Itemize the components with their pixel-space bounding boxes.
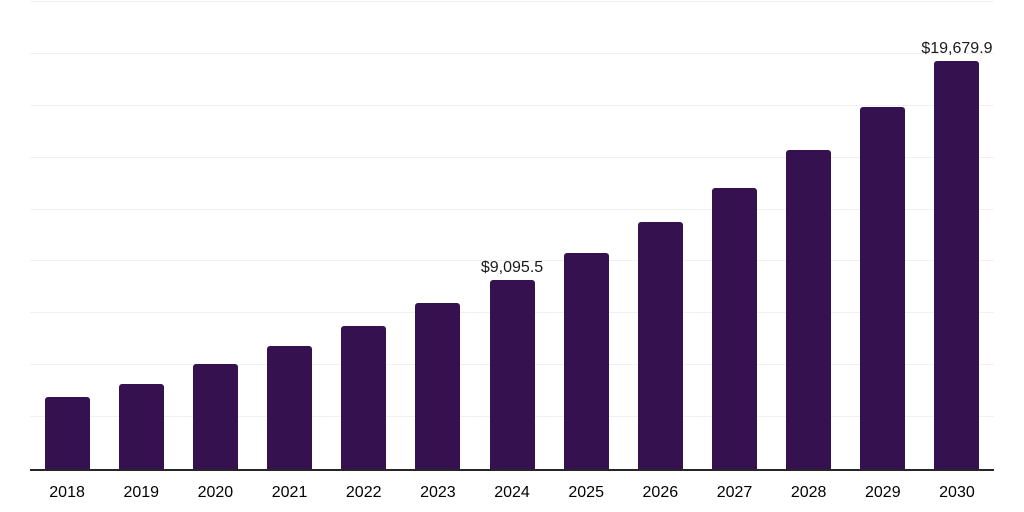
bar-2029[interactable]: [860, 106, 906, 469]
bar-slot: [846, 2, 920, 469]
bar-2025[interactable]: [563, 252, 609, 469]
x-tick-2024: 2024: [494, 484, 530, 501]
x-tick-2030: 2030: [939, 484, 975, 501]
bar-slot: $19,679.9: [920, 2, 994, 469]
x-tick-2028: 2028: [790, 484, 827, 501]
bar-slot: [104, 2, 178, 469]
gridline: [30, 1, 994, 2]
plot-area: $9,095.5 $19,679.9: [30, 1, 994, 471]
x-tick-2023: 2023: [420, 484, 456, 501]
bar-2030[interactable]: [934, 60, 980, 469]
x-tick-2022: 2022: [345, 484, 382, 501]
bar-slot: [178, 2, 252, 469]
x-tick-2021: 2021: [271, 484, 308, 501]
bar-2028[interactable]: [786, 149, 832, 469]
x-tick-2026: 2026: [642, 484, 679, 501]
bar-2020[interactable]: [192, 364, 238, 469]
gridline: [30, 156, 994, 158]
bar-slot: [697, 2, 771, 469]
x-tick-2018: 2018: [49, 484, 85, 501]
bar-2023[interactable]: [415, 303, 461, 469]
bar-2018[interactable]: [44, 397, 90, 469]
x-axis-labels: 2018 2019 2020 2021 2022 2023 2024 2025 2026 2027…: [30, 484, 994, 502]
bar-2022[interactable]: [341, 326, 387, 469]
bar-slot: [549, 2, 623, 469]
bar-slot: [30, 2, 104, 469]
bar-slot: [327, 2, 401, 469]
bar-slot: $9,095.5: [475, 2, 549, 469]
bar-value-label-2030: $19,679.9: [921, 39, 993, 57]
gridline: [30, 208, 994, 210]
gridline: [30, 52, 994, 54]
x-tick-2020: 2020: [197, 484, 234, 501]
bar-2024[interactable]: [489, 280, 535, 469]
x-tick-2027: 2027: [716, 484, 753, 501]
bar-2027[interactable]: [711, 187, 757, 469]
gridline: [30, 104, 994, 106]
gridline: [30, 260, 994, 262]
bar-slot: [252, 2, 326, 469]
bar-slot: [401, 2, 475, 469]
bar-slot: [623, 2, 697, 469]
bar-2019[interactable]: [118, 383, 164, 469]
bar-value-label-2024: $9,095.5: [480, 259, 544, 277]
bar-slot: [772, 2, 846, 469]
bar-2021[interactable]: [267, 345, 313, 469]
x-tick-2029: 2029: [865, 484, 901, 501]
x-tick-2019: 2019: [123, 484, 160, 501]
bar-2026[interactable]: [637, 221, 683, 469]
bars-container: $9,095.5 $19,679.9: [30, 2, 994, 469]
x-tick-2025: 2025: [568, 484, 604, 501]
